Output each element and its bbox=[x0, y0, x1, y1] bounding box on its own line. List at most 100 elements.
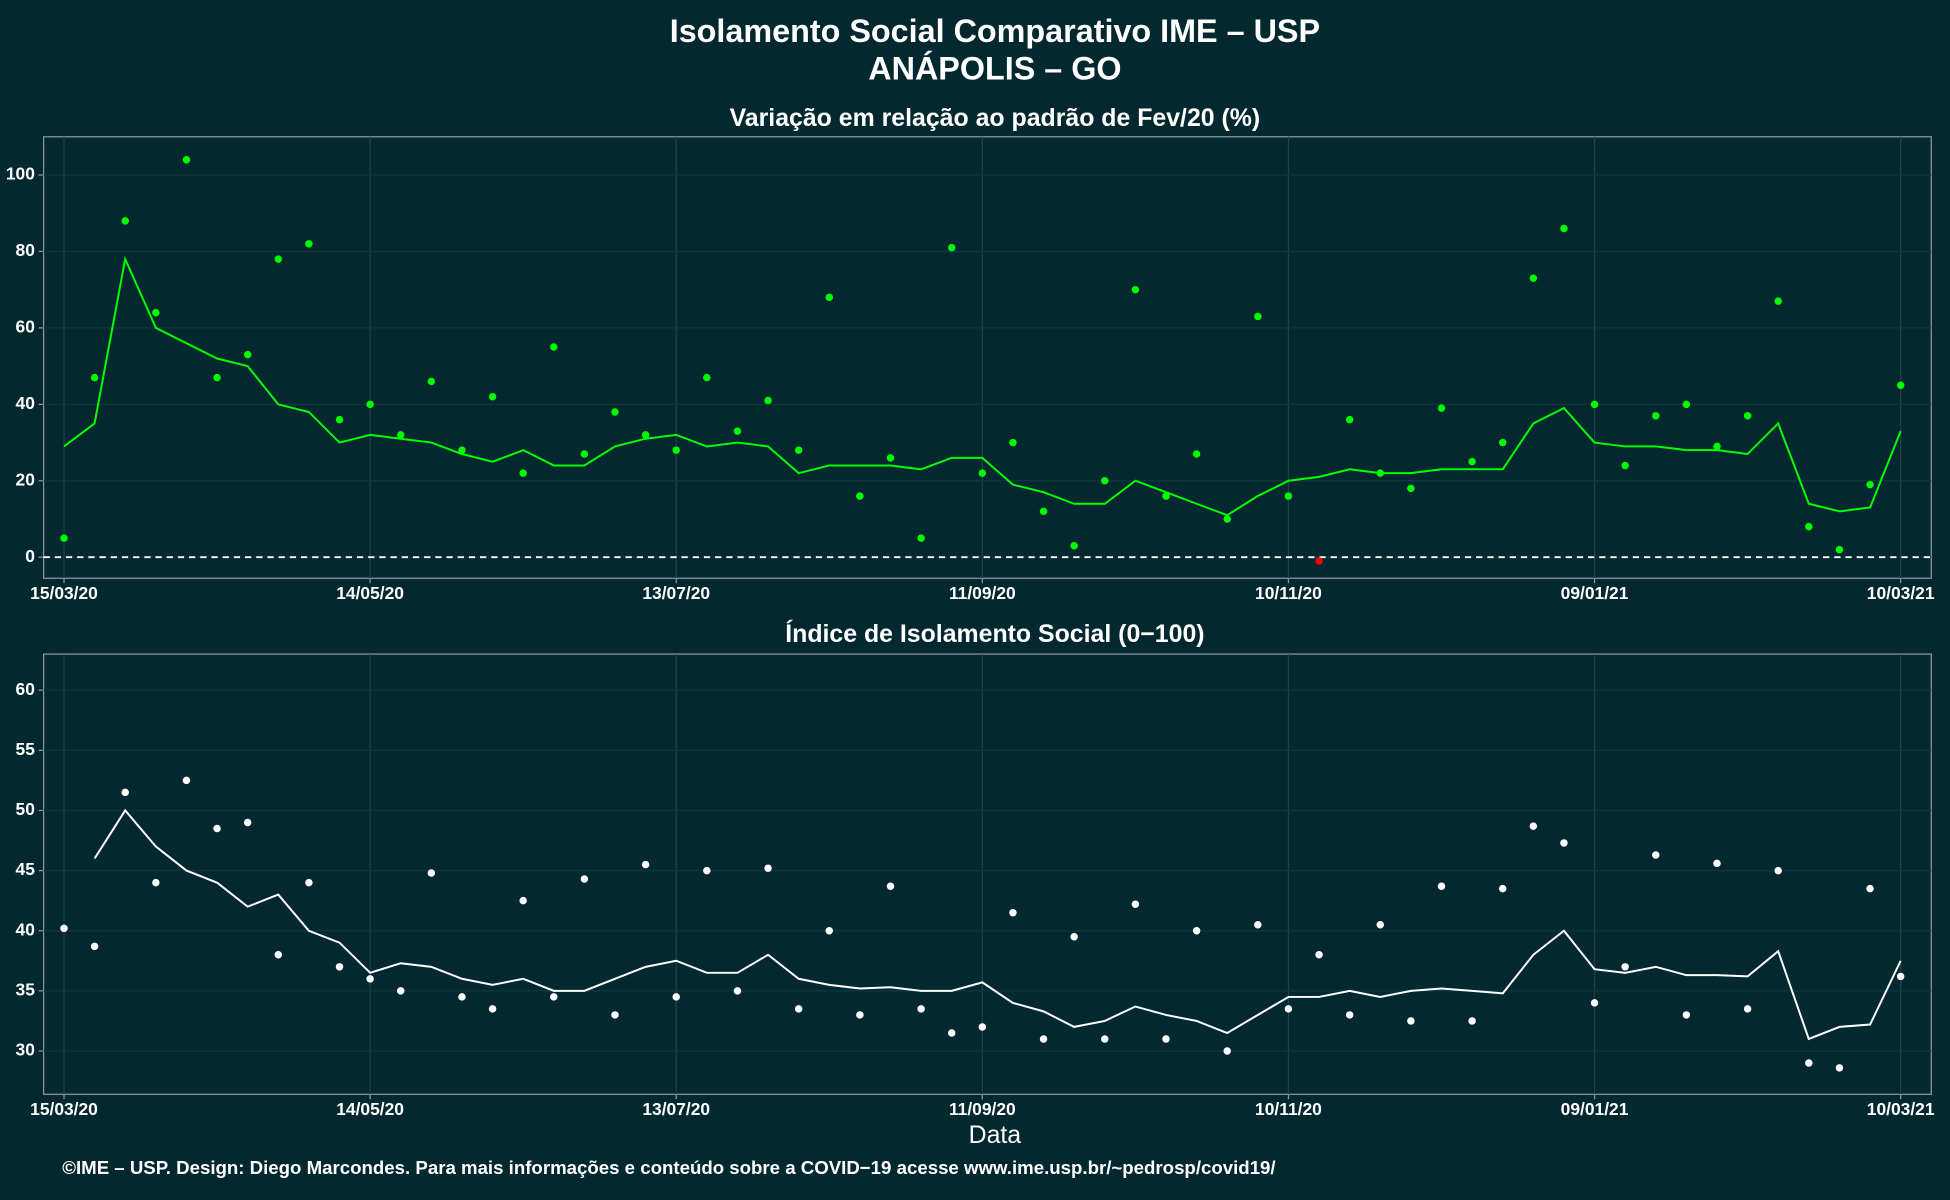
trend-line bbox=[93, 808, 1902, 1041]
x-tick-label: 11/09/20 bbox=[949, 583, 1016, 603]
data-point bbox=[1223, 515, 1231, 523]
data-point bbox=[396, 431, 405, 439]
x-axis-label: Data bbox=[969, 1121, 1022, 1149]
panel-title: Índice de Isolamento Social (0−100) bbox=[785, 619, 1204, 648]
data-point bbox=[856, 1011, 864, 1019]
data-point bbox=[213, 373, 221, 382]
data-point bbox=[1284, 492, 1293, 500]
plot-area bbox=[42, 653, 1932, 1095]
data-point bbox=[1560, 839, 1568, 847]
data-point bbox=[1009, 908, 1017, 917]
data-point bbox=[1254, 920, 1262, 929]
data-point bbox=[1437, 882, 1446, 890]
title: Isolamento Social Comparativo IME – USP bbox=[670, 13, 1320, 49]
data-point bbox=[1284, 1005, 1293, 1013]
data-point bbox=[1713, 442, 1721, 451]
data-point bbox=[90, 373, 99, 382]
data-point bbox=[274, 255, 283, 263]
data-point bbox=[1345, 1011, 1354, 1019]
data-point bbox=[1468, 1017, 1476, 1025]
data-point bbox=[1896, 972, 1905, 981]
data-point bbox=[1039, 1035, 1048, 1043]
data-point bbox=[1315, 557, 1323, 565]
data-point bbox=[1407, 484, 1415, 493]
data-point bbox=[488, 1005, 497, 1013]
data-point bbox=[1682, 1011, 1691, 1019]
data-point bbox=[121, 788, 129, 797]
y-tick-label: 30 bbox=[16, 1040, 35, 1060]
data-point bbox=[1713, 859, 1721, 868]
data-point bbox=[1009, 438, 1017, 447]
data-point bbox=[152, 878, 160, 887]
data-point bbox=[1223, 1047, 1231, 1055]
data-point bbox=[1192, 926, 1201, 935]
data-point bbox=[1743, 412, 1752, 420]
data-point bbox=[580, 450, 589, 458]
data-point bbox=[641, 860, 650, 869]
x-tick-label: 10/03/21 bbox=[1867, 583, 1935, 603]
data-point bbox=[733, 427, 742, 435]
data-point bbox=[1498, 438, 1507, 447]
data-point bbox=[1896, 381, 1905, 389]
data-point bbox=[641, 431, 650, 439]
data-point bbox=[1529, 274, 1538, 282]
data-point bbox=[366, 975, 374, 983]
data-point bbox=[672, 993, 680, 1001]
data-point bbox=[427, 869, 436, 877]
y-tick-label: 60 bbox=[16, 679, 35, 699]
y-tick-label: 80 bbox=[16, 240, 35, 260]
x-tick-label: 15/03/20 bbox=[30, 583, 98, 603]
data-point bbox=[978, 1023, 987, 1031]
x-tick-label: 14/05/20 bbox=[336, 1099, 404, 1119]
data-point bbox=[1652, 412, 1660, 420]
data-point bbox=[1529, 822, 1538, 830]
data-point bbox=[611, 1011, 619, 1019]
y-tick-label: 60 bbox=[16, 316, 35, 336]
data-point bbox=[1866, 480, 1874, 489]
data-point bbox=[396, 987, 405, 995]
data-point bbox=[1192, 450, 1201, 458]
data-point bbox=[947, 1029, 956, 1037]
data-point bbox=[1315, 951, 1323, 959]
data-point bbox=[733, 987, 742, 995]
y-tick-label: 0 bbox=[25, 546, 35, 566]
data-point bbox=[305, 878, 313, 887]
plot-area bbox=[42, 136, 1932, 579]
x-tick-label: 10/03/21 bbox=[1867, 1099, 1935, 1119]
x-tick-label: 10/11/20 bbox=[1255, 583, 1322, 603]
data-point bbox=[1345, 415, 1354, 424]
data-point bbox=[1407, 1017, 1415, 1025]
data-point bbox=[1101, 477, 1109, 485]
data-point bbox=[1131, 285, 1140, 294]
data-point bbox=[458, 446, 466, 454]
data-point bbox=[550, 343, 558, 351]
data-point bbox=[1621, 461, 1629, 470]
x-tick-label: 10/11/20 bbox=[1255, 1099, 1322, 1119]
data-point bbox=[1805, 522, 1813, 531]
x-tick-label: 09/01/21 bbox=[1561, 583, 1629, 603]
y-tick-label: 50 bbox=[16, 799, 35, 819]
data-point bbox=[488, 392, 497, 401]
y-tick-label: 45 bbox=[16, 859, 36, 879]
data-point bbox=[335, 963, 344, 971]
data-point bbox=[703, 373, 711, 382]
data-point bbox=[1835, 1064, 1844, 1072]
x-tick-label: 13/07/20 bbox=[642, 583, 710, 603]
data-point bbox=[1682, 400, 1691, 409]
data-point bbox=[1774, 297, 1782, 305]
data-point bbox=[458, 993, 466, 1001]
data-point bbox=[1652, 851, 1660, 859]
y-tick-label: 40 bbox=[16, 919, 35, 939]
y-tick-label: 40 bbox=[16, 393, 35, 413]
data-point bbox=[947, 243, 956, 252]
data-point bbox=[764, 864, 772, 872]
data-point bbox=[60, 924, 68, 933]
data-point bbox=[213, 824, 221, 833]
data-point bbox=[1621, 963, 1629, 971]
y-tick-label: 55 bbox=[16, 739, 36, 759]
x-tick-label: 14/05/20 bbox=[336, 583, 404, 603]
data-point bbox=[917, 534, 925, 542]
y-tick-label: 100 bbox=[6, 164, 35, 184]
data-point bbox=[1162, 1035, 1170, 1043]
data-point bbox=[1805, 1059, 1813, 1067]
